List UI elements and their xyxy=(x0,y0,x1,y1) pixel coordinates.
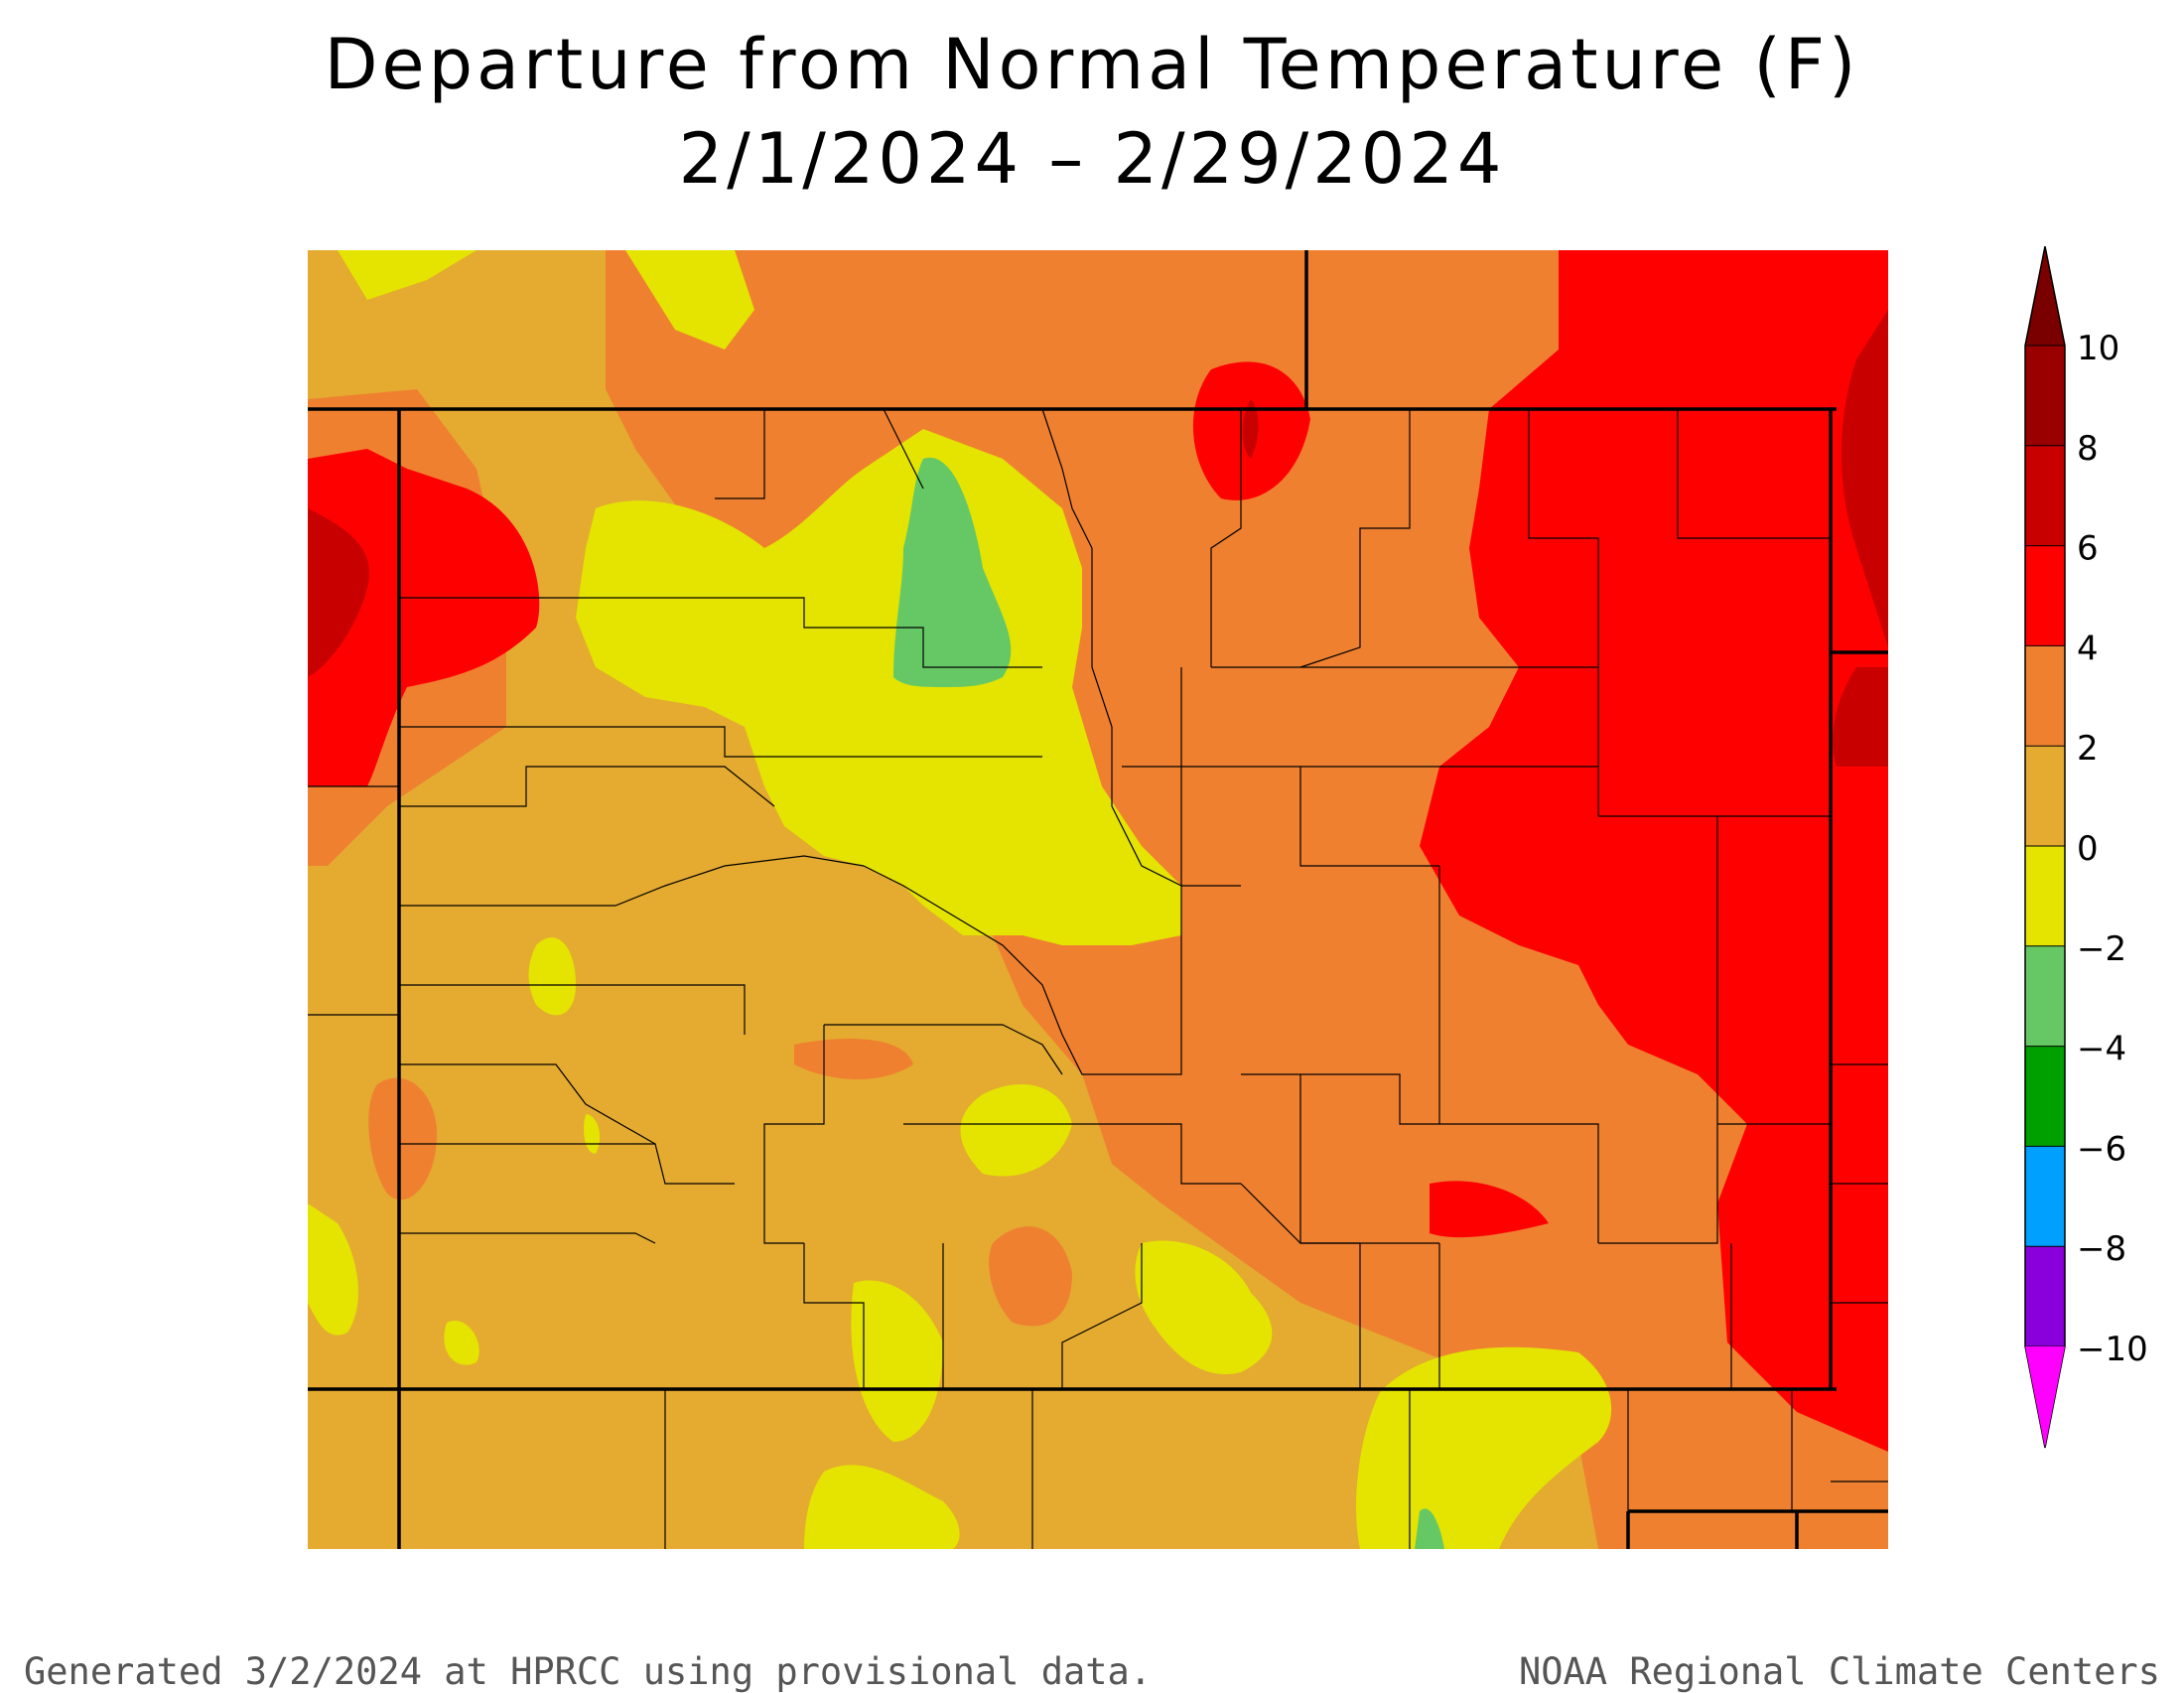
legend-band xyxy=(2025,846,2065,946)
legend-band xyxy=(2025,746,2065,846)
legend-tick-label: −4 xyxy=(2077,1030,2126,1069)
legend-tick-label: 0 xyxy=(2077,829,2099,869)
legend-tick-labels: 10 8 6 4 2 0 −2 −4 −6 −8 −10 xyxy=(2077,329,2148,1369)
legend-band xyxy=(2025,346,2065,446)
legend-top-arrow xyxy=(2025,246,2065,346)
legend-band xyxy=(2025,445,2065,546)
temperature-departure-map xyxy=(308,250,1888,1549)
legend-tick-label: 4 xyxy=(2077,629,2099,668)
legend-band xyxy=(2025,945,2065,1047)
legend-tick-label: 8 xyxy=(2077,429,2099,469)
anomaly-0-to-2-regions xyxy=(308,250,1612,1549)
legend-tick-label: −6 xyxy=(2077,1129,2126,1169)
map-title: Departure from Normal Temperature (F) xyxy=(324,24,1860,105)
map-date-range: 2/1/2024 – 2/29/2024 xyxy=(678,118,1506,200)
legend-tick-label: −8 xyxy=(2077,1229,2126,1269)
generation-note: Generated 3/2/2024 at HPRCC using provis… xyxy=(24,1650,1153,1693)
state-boundaries xyxy=(308,250,1888,1549)
color-scale-legend: 10 8 6 4 2 0 −2 −4 −6 −8 −10 xyxy=(2024,246,2148,1449)
legend-tick-label: 6 xyxy=(2077,529,2099,569)
legend-tick-label: −2 xyxy=(2077,929,2126,969)
legend-band xyxy=(2025,645,2065,747)
legend-band xyxy=(2025,1146,2065,1247)
anomaly-8-to-10-regions xyxy=(308,310,1888,767)
legend-bands xyxy=(2024,246,2066,1449)
legend-band xyxy=(2025,545,2065,646)
legend-tick-label: 2 xyxy=(2077,729,2099,769)
credit-text: NOAA Regional Climate Centers xyxy=(1518,1650,2160,1693)
legend-bottom-arrow xyxy=(2025,1346,2065,1448)
county-lines xyxy=(308,408,1888,1549)
legend-band xyxy=(2025,1046,2065,1147)
legend-band xyxy=(2025,1246,2065,1346)
legend-tick-label: −10 xyxy=(2077,1330,2148,1369)
legend-tick-label: 10 xyxy=(2077,329,2119,368)
